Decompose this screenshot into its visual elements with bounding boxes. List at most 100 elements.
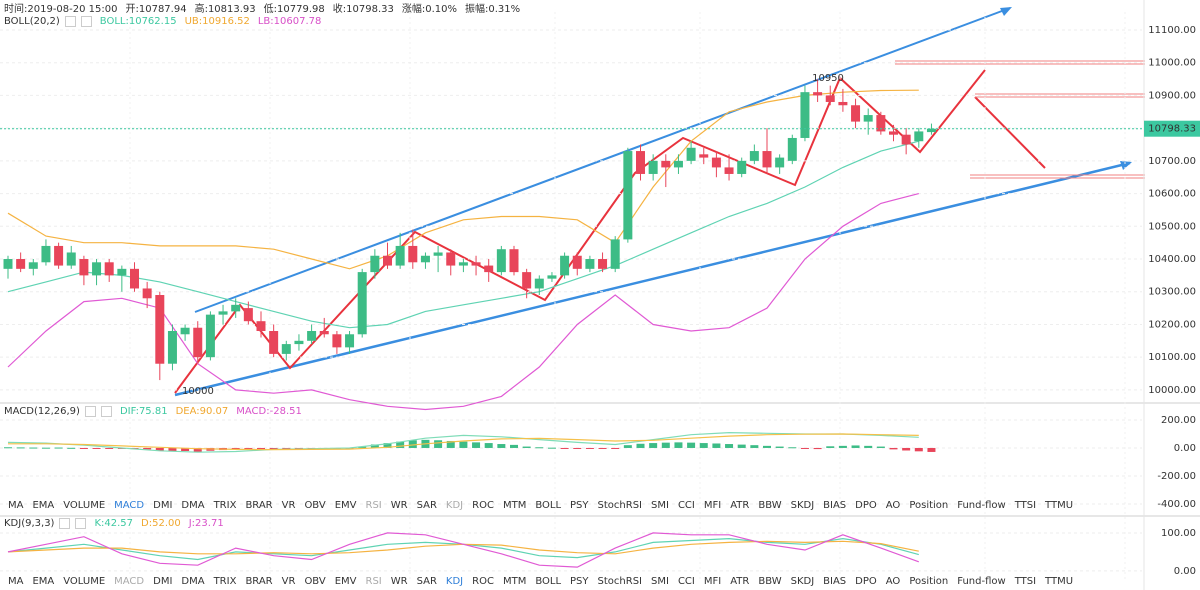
indicator-tab[interactable]: SKDJ	[790, 576, 815, 587]
indicator-tab[interactable]: Position	[909, 500, 949, 511]
indicator-tab[interactable]: BIAS	[823, 500, 847, 511]
indicator-tab[interactable]: MTM	[502, 576, 527, 587]
indicator-tab[interactable]: DMA	[181, 500, 205, 511]
indicator-tab[interactable]: DPO	[855, 576, 877, 587]
indicator-tab[interactable]: ROC	[472, 500, 494, 511]
macd-bar	[914, 447, 923, 452]
legend-value: BOLL:10762.15	[99, 15, 177, 27]
macd-bar	[687, 442, 696, 448]
indicator-tab[interactable]: StochRSI	[597, 500, 642, 511]
panel-title: BOLL(20,2)	[4, 15, 60, 27]
indicator-tab[interactable]: OBV	[304, 576, 326, 587]
indicator-tab[interactable]: BBW	[758, 500, 782, 511]
indicator-tab[interactable]: EMA	[32, 576, 55, 587]
indicator-tab[interactable]: TTMU	[1045, 500, 1074, 511]
panel: 100.00 0.00	[0, 528, 1196, 577]
indicator-tab[interactable]: BOLL	[535, 500, 562, 511]
indicator-tab[interactable]: VR	[281, 576, 296, 587]
candle-body	[281, 344, 291, 354]
indicator-tab[interactable]: VOLUME	[63, 576, 106, 587]
indicator-tab[interactable]: DPO	[855, 500, 877, 511]
indicator-tab[interactable]: WR	[390, 576, 408, 587]
indicator-tab[interactable]: WR	[390, 500, 408, 511]
indicator-tab[interactable]: DMI	[153, 500, 173, 511]
indicator-tab[interactable]: CCI	[677, 500, 695, 511]
macd-bar	[535, 447, 544, 449]
y-tick-label: 11100.00	[1148, 25, 1196, 36]
indicator-tab[interactable]: StochRSI	[597, 576, 642, 587]
indicator-tab[interactable]: TTSI	[1014, 576, 1037, 587]
indicator-tab[interactable]: PSY	[570, 576, 589, 587]
trend-line	[174, 161, 1131, 397]
indicator-tab[interactable]: MFI	[703, 500, 722, 511]
indicator-tab[interactable]: RSI	[365, 500, 382, 511]
macd-bar	[257, 447, 265, 450]
indicator-tab[interactable]: ATR	[730, 500, 750, 511]
indicator-tab[interactable]: CCI	[677, 576, 695, 587]
indicator-tab[interactable]: TRIX	[213, 500, 237, 511]
indicator-tab[interactable]: AO	[885, 500, 901, 511]
indicator-tab[interactable]: TTMU	[1045, 576, 1074, 587]
indicator-tab[interactable]: Fund-flow	[957, 576, 1006, 587]
indicator-tab[interactable]: EMV	[334, 576, 357, 587]
indicator-tab[interactable]: VR	[281, 500, 296, 511]
y-tick-label: 11000.00	[1148, 58, 1196, 69]
indicator-tab[interactable]: TTSI	[1014, 500, 1037, 511]
indicator-tab[interactable]: Fund-flow	[957, 500, 1006, 511]
y-tick-label: -400.00	[1157, 499, 1196, 510]
indicator-tab[interactable]: BRAR	[245, 576, 273, 587]
indicator-tab[interactable]: KDJ	[445, 576, 464, 587]
indicator-tab[interactable]: MACD	[114, 500, 145, 511]
macd-bar	[838, 445, 847, 448]
indicator-tab[interactable]: MA	[8, 576, 24, 587]
indicator-tab[interactable]: MFI	[703, 576, 722, 587]
macd-bar	[636, 443, 645, 448]
indicator-tab[interactable]: DMI	[153, 576, 173, 587]
indicator-tab[interactable]: MTM	[502, 500, 527, 511]
indicator-tab[interactable]: OBV	[304, 500, 326, 511]
indicator-tab[interactable]: DMA	[181, 576, 205, 587]
candle-body	[332, 334, 342, 348]
indicator-tab[interactable]: EMV	[334, 500, 357, 511]
indicator-line	[8, 433, 919, 451]
icon	[84, 405, 96, 417]
candle-body	[547, 275, 557, 279]
indicator-tab[interactable]: KDJ	[445, 500, 464, 511]
macd-bar	[573, 447, 582, 449]
indicator-tab[interactable]: BOLL	[535, 576, 562, 587]
indicator-tab[interactable]: BBW	[758, 576, 782, 587]
macd-bar	[522, 446, 531, 448]
indicator-tab[interactable]: VOLUME	[63, 500, 106, 511]
y-tick-label: 10400.00	[1148, 254, 1196, 265]
indicator-tab[interactable]: TRIX	[213, 576, 237, 587]
indicator-tab[interactable]: ROC	[472, 576, 494, 587]
indicator-tab[interactable]: BIAS	[823, 576, 847, 587]
indicator-tab[interactable]: PSY	[570, 500, 589, 511]
candle-body	[92, 262, 102, 276]
indicator-tab[interactable]: SMI	[651, 576, 669, 587]
indicator-tab[interactable]: EMA	[32, 500, 55, 511]
indicator-tab[interactable]: Position	[909, 576, 949, 587]
indicator-line	[7, 140, 919, 329]
macd-bar	[4, 447, 12, 449]
macd-bar	[699, 443, 708, 448]
indicator-tab[interactable]: ATR	[730, 576, 750, 587]
indicator-tab[interactable]: MACD	[114, 576, 145, 587]
legend-value: UB:10916.52	[184, 15, 250, 27]
indicator-tab[interactable]: AO	[885, 576, 901, 587]
candle-body	[345, 334, 355, 348]
legend-value: J:23.71	[188, 517, 224, 529]
macd-bar	[446, 440, 455, 448]
indicator-tab[interactable]: RSI	[365, 576, 382, 587]
candle-body	[269, 331, 279, 354]
indicator-tab[interactable]: SMI	[651, 500, 669, 511]
indicator-tab[interactable]: SKDJ	[790, 500, 815, 511]
indicator-tab[interactable]: SAR	[416, 576, 437, 587]
header-high: 高:10813.93	[194, 3, 256, 15]
indicator-line	[7, 532, 920, 568]
indicator-tab[interactable]: SAR	[416, 500, 437, 511]
indicator-tab[interactable]: BRAR	[245, 500, 273, 511]
indicator-tab[interactable]: MA	[8, 500, 24, 511]
header-amplitude: 振幅:0.31%	[465, 3, 521, 15]
candle-body	[104, 262, 114, 276]
